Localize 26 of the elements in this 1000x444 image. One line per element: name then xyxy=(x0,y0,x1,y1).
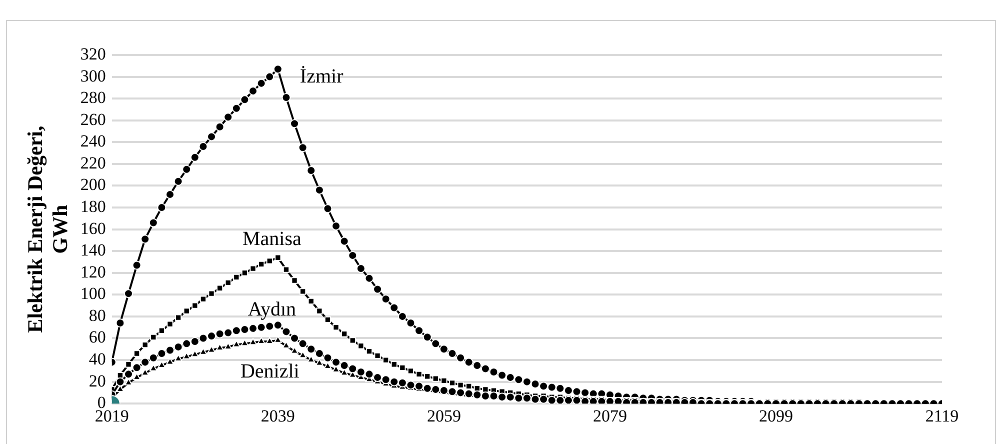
y-tick-label: 240 xyxy=(80,132,106,151)
y-tick-label: 260 xyxy=(80,110,106,129)
series-label: Aydın xyxy=(248,298,296,320)
y-axis-title: Elektrik Enerji Değeri, GWh xyxy=(23,126,72,333)
y-tick-label: 160 xyxy=(80,218,106,238)
y-tick-label: 120 xyxy=(80,262,106,282)
y-tick-label: 100 xyxy=(80,284,106,304)
x-tick-label: 2119 xyxy=(925,406,959,426)
x-tick-label: 2039 xyxy=(260,406,295,426)
series-label: Denizli xyxy=(240,360,300,383)
y-tick-label: 140 xyxy=(80,240,106,260)
x-tick-label: 2099 xyxy=(758,406,793,426)
y-tick-label: 300 xyxy=(80,66,106,86)
y-tick-label: 80 xyxy=(88,306,106,325)
y-tick-label: 220 xyxy=(80,153,106,172)
y-tick-label: 40 xyxy=(88,349,106,368)
series-label: Manisa xyxy=(242,228,302,250)
y-tick-label: 200 xyxy=(80,175,106,194)
series-label: İzmir xyxy=(300,65,344,88)
y-tick-label: 320 xyxy=(80,44,106,64)
y-tick-label: 280 xyxy=(80,88,106,108)
x-tick-label: 2059 xyxy=(426,406,461,426)
x-tick-label: 2079 xyxy=(592,406,627,426)
y-tick-label: 60 xyxy=(88,328,106,347)
y-tick-label: 180 xyxy=(80,196,106,216)
y-tick-label: 20 xyxy=(88,371,106,390)
